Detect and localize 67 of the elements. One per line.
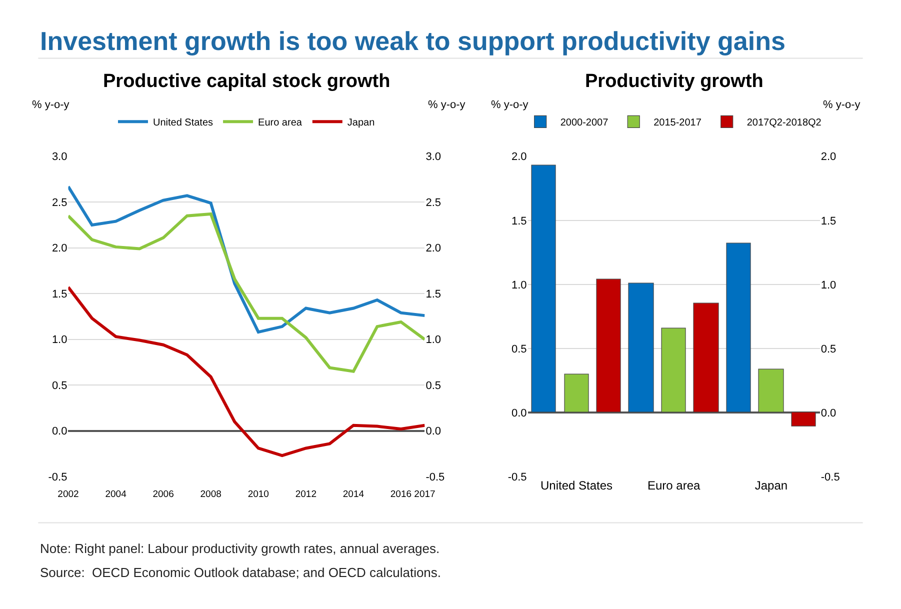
bar [726,242,751,412]
x-tick-label: 2004 [105,489,126,500]
legend-label: 2000-2007 [560,118,609,129]
bar [531,164,556,412]
chart-title: Productivity growth [585,71,764,92]
y-tick-label: -0.5 [508,471,527,484]
line-series [68,185,425,334]
y-tick-label: 2.0 [52,242,68,255]
y-tick-label: 0.0 [52,426,68,438]
x-tick-label: 2006 [152,489,174,500]
y2-axis-title: % y-o-y [428,99,466,111]
bar [693,302,719,412]
y2-tick-label: 1.5 [820,215,836,228]
y-tick-label: 1.0 [512,279,527,292]
x-tick-label: United States [540,478,613,493]
legend-label: 2017Q2-2018Q2 [746,118,822,129]
y-tick-label: 1.5 [512,215,527,228]
y-tick-label: 0.5 [512,343,527,356]
y-axis-title: % y-o-y [491,99,529,111]
y2-tick-label: 2.0 [820,151,836,164]
y-tick-label: 1.5 [52,288,68,300]
legend-label: United States [152,118,214,129]
y-axis-title: % y-o-y [32,99,70,111]
y2-tick-label: 0.0 [426,426,442,438]
bar [758,368,784,412]
y2-tick-label: 0.0 [820,407,836,420]
line-series [68,212,425,373]
x-tick-label: 2002 [58,489,79,500]
legend-label: 2015-2017 [654,118,702,129]
x-tick-label: Euro area [647,478,701,493]
line-series [68,286,425,458]
y2-tick-label: 1.5 [426,288,442,300]
bar [596,278,621,412]
x-tick-label: 2014 [342,489,364,500]
y2-tick-label: -0.5 [820,471,840,484]
y2-tick-label: 2.0 [426,242,442,255]
x-tick-label: 2017 [414,489,436,500]
chart-title: Productive capital stock growth [103,71,390,92]
x-tick-label: 2016 [390,489,412,500]
x-tick-label: 2012 [295,489,316,500]
y2-tick-label: 0.5 [820,343,836,356]
y-tick-label: 2.0 [512,151,527,164]
y2-tick-label: 1.0 [426,334,442,346]
y-tick-label: 2.5 [52,196,68,209]
y2-tick-label: 2.5 [426,196,442,209]
x-tick-label: 2010 [248,489,269,500]
y2-axis-title: % y-o-y [823,99,861,111]
bar [661,328,686,412]
y-tick-label: 0.5 [52,380,68,392]
text: Investment growth is too weak to support productivity gains [40,26,786,56]
y-tick-label: 0.0 [512,407,527,420]
legend-label: Euro area [258,118,302,129]
x-tick-label: Japan [754,478,788,493]
source-note: Source: OECD Economic Outlook database; and OECD calculations. [40,565,442,580]
text: Note: Right panel: Labour productivity growth rates, annual averages. [40,541,440,556]
bar [564,374,589,412]
y2-tick-label: 3.0 [426,151,442,164]
legend-label: Japan [347,118,375,129]
bar [628,282,654,412]
y-tick-label: 3.0 [52,151,68,164]
y2-tick-label: 1.0 [820,279,836,292]
y2-tick-label: 0.5 [426,380,442,392]
x-tick-label: 2008 [200,489,222,500]
y-tick-label: 1.0 [52,334,68,346]
y-tick-label: -0.5 [48,471,68,484]
bar [791,412,816,426]
y2-tick-label: -0.5 [426,471,445,484]
